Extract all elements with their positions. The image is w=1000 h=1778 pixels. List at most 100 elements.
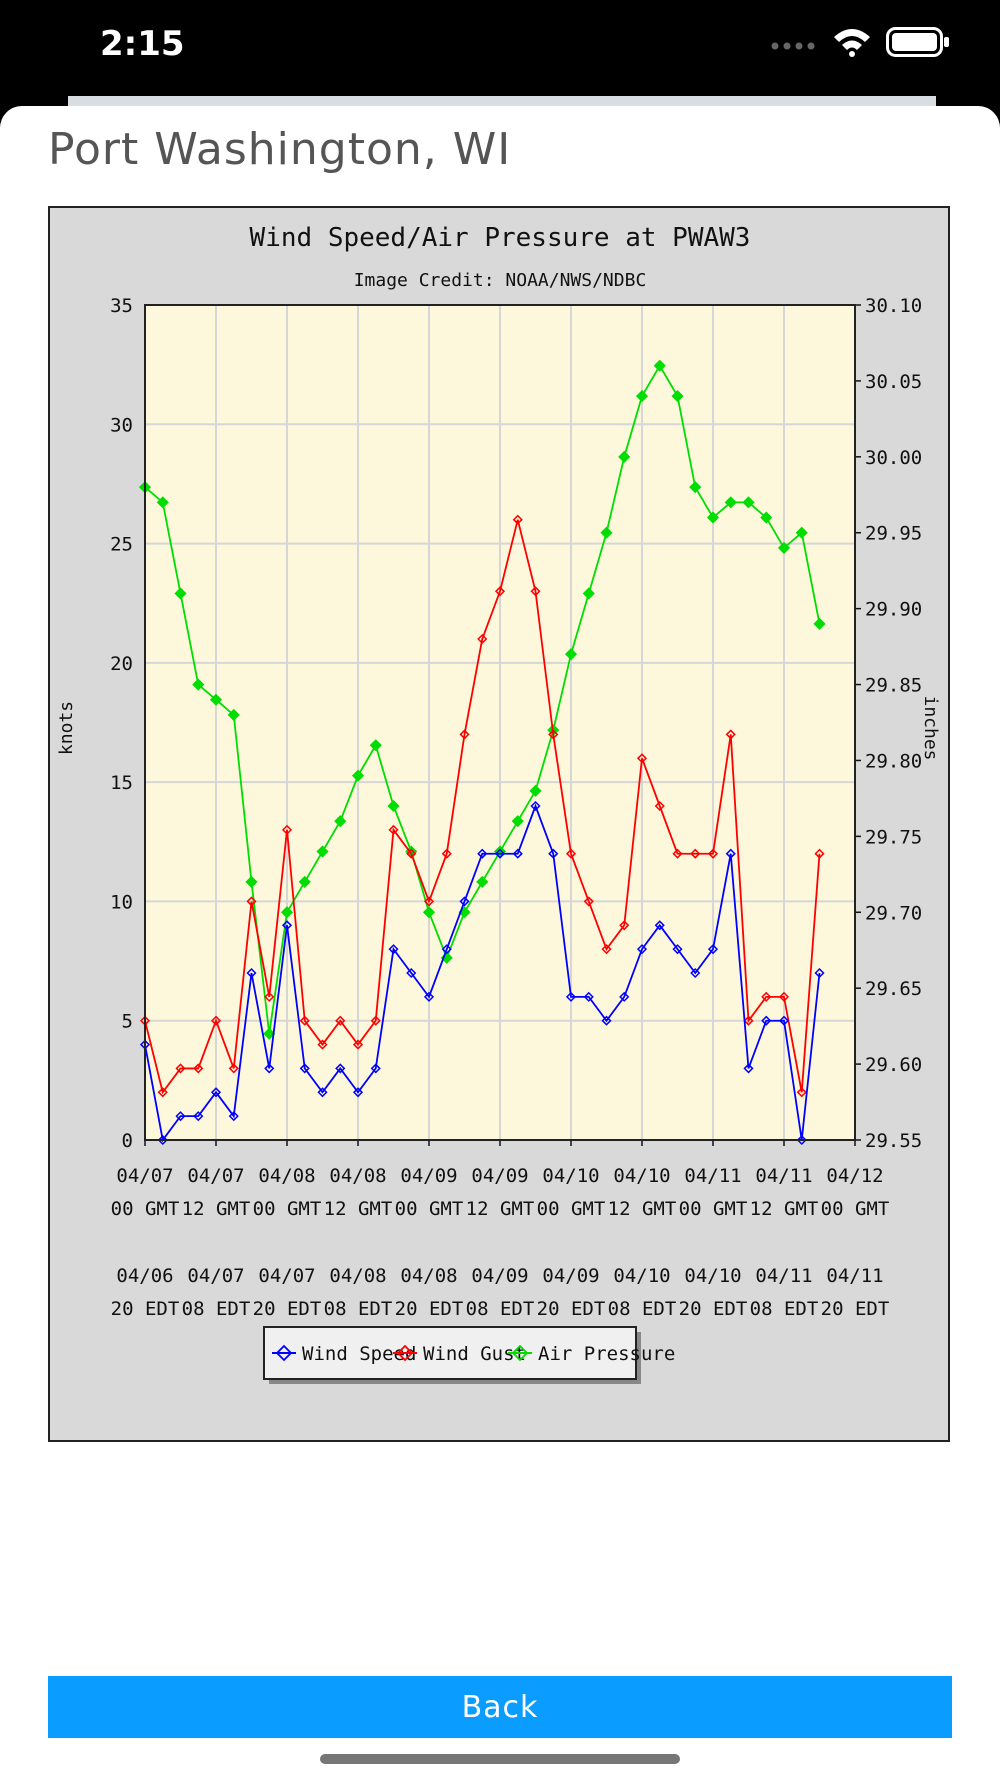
battery-icon (886, 27, 950, 61)
data-point-wind-gust (157, 1087, 168, 1098)
data-point-wind-gust (707, 848, 719, 859)
status-time: 2:15 (100, 24, 185, 64)
status-bar: 2:15 (0, 0, 1000, 100)
x-tick-label-gmt-date: 04/10 (613, 1165, 670, 1187)
data-point-wind-speed (565, 991, 577, 1002)
data-point-wind-gust (796, 1087, 807, 1098)
wifi-icon (832, 27, 872, 61)
chart-subtitle: Image Credit: NOAA/NWS/NDBC (354, 270, 647, 291)
data-point-wind-gust (335, 1015, 346, 1026)
data-point-air-pressure (706, 511, 720, 524)
data-point-wind-gust (548, 729, 559, 740)
chart-frame: Wind Speed/Air Pressure at PWAW3 Image C… (48, 206, 950, 1442)
y-right-tick-label: 29.70 (865, 902, 922, 924)
data-point-air-pressure (192, 678, 205, 691)
x-tick-label-edt-date: 04/06 (116, 1265, 173, 1287)
data-point-wind-speed (423, 991, 435, 1002)
y-axis-right-label: inches (920, 695, 941, 760)
data-point-air-pressure (245, 875, 258, 888)
chart-title: Wind Speed/Air Pressure at PWAW3 (250, 223, 751, 253)
data-point-wind-speed (157, 1134, 168, 1146)
data-point-wind-gust (175, 1063, 186, 1074)
data-point-air-pressure (387, 799, 400, 813)
x-tick-label-gmt-hour: 00 GMT (679, 1198, 748, 1220)
data-point-wind-speed (281, 920, 293, 931)
chart-svg: Wind Speed/Air Pressure at PWAW3 Image C… (56, 223, 941, 1384)
data-point-wind-gust (281, 824, 293, 835)
data-point-wind-gust (565, 848, 577, 859)
x-tick-label-gmt-date: 04/09 (400, 1165, 457, 1187)
data-point-wind-speed (512, 848, 523, 859)
data-point-air-pressure (724, 496, 737, 509)
data-point-wind-speed (725, 848, 736, 859)
data-point-wind-speed (352, 1087, 364, 1098)
data-point-wind-gust (210, 1015, 222, 1026)
legend-label-wind-gust: Wind Gust (423, 1343, 526, 1365)
data-point-wind-gust (441, 848, 452, 859)
x-tick-label-gmt-date: 04/09 (471, 1165, 528, 1187)
data-point-wind-speed (494, 848, 506, 859)
x-tick-label-edt-hour: 20 EDT (395, 1298, 464, 1320)
cellular-signal-icon (770, 35, 818, 54)
legend-swatch-marker-air-pressure (511, 1344, 529, 1362)
data-point-air-pressure (777, 541, 791, 554)
x-tick-label-edt-date: 04/11 (826, 1265, 883, 1287)
x-tick-label-edt-hour: 08 EDT (182, 1298, 251, 1320)
legend-swatch-marker-wind-gust (396, 1344, 414, 1362)
x-tick-label-gmt-date: 04/12 (826, 1165, 883, 1187)
data-point-wind-gust (814, 848, 825, 859)
data-point-air-pressure (511, 815, 524, 828)
data-point-air-pressure (263, 1027, 276, 1040)
y-left-tick-label: 35 (110, 295, 133, 317)
x-tick-label-gmt-hour: 12 GMT (182, 1198, 251, 1220)
data-point-wind-speed (193, 1111, 204, 1122)
data-point-wind-gust (636, 753, 648, 764)
data-point-air-pressure (476, 875, 489, 888)
data-point-wind-gust (778, 991, 790, 1002)
data-point-wind-gust (352, 1039, 364, 1050)
data-point-wind-speed (406, 967, 417, 979)
status-icons (770, 27, 950, 61)
data-point-wind-gust (743, 1015, 754, 1026)
data-point-air-pressure (209, 693, 223, 706)
y-right-tick-label: 29.55 (865, 1130, 922, 1152)
back-button[interactable]: Back (48, 1676, 952, 1738)
x-tick-label-gmt-date: 04/08 (329, 1165, 386, 1187)
x-tick-label-edt-date: 04/08 (400, 1265, 457, 1287)
x-tick-label-gmt-hour: 00 GMT (111, 1198, 180, 1220)
y-left-tick-label: 0 (122, 1130, 133, 1152)
data-point-wind-speed (583, 991, 594, 1002)
chart-legend: Wind Speed Wind Gust Air Pressure (263, 1326, 675, 1384)
data-point-wind-gust (761, 991, 772, 1002)
x-tick-label-edt-date: 04/08 (329, 1265, 386, 1287)
data-point-wind-gust (690, 848, 701, 859)
data-point-wind-gust (477, 633, 488, 645)
data-point-air-pressure (635, 390, 649, 403)
x-tick-label-gmt-date: 04/07 (187, 1165, 244, 1187)
data-point-wind-speed (388, 944, 399, 955)
data-point-air-pressure (760, 511, 773, 524)
legend-label-wind-speed: Wind Speed (302, 1343, 416, 1365)
x-tick-label-edt-date: 04/10 (613, 1265, 670, 1287)
data-point-wind-gust (423, 896, 435, 907)
y-left-tick-label: 30 (110, 414, 133, 436)
x-tick-label-edt-hour: 20 EDT (537, 1298, 606, 1320)
y-right-tick-label: 29.60 (865, 1054, 922, 1076)
data-point-wind-speed (335, 1063, 346, 1074)
data-point-air-pressure (298, 875, 311, 888)
data-point-wind-gust (406, 848, 417, 859)
x-tick-label-edt-hour: 08 EDT (466, 1298, 535, 1320)
detail-sheet: Port Washington, WI Wind Speed/Air Press… (0, 106, 1000, 1778)
data-point-air-pressure (742, 496, 755, 509)
data-point-wind-gust (512, 514, 523, 525)
data-point-wind-speed (743, 1063, 754, 1074)
data-point-wind-gust (601, 944, 612, 955)
x-tick-label-edt-date: 04/09 (542, 1265, 599, 1287)
y-left-tick-label: 25 (110, 534, 133, 556)
data-point-air-pressure (689, 481, 702, 494)
x-tick-label-edt-date: 04/11 (755, 1265, 812, 1287)
data-point-wind-gust (388, 824, 399, 835)
x-tick-label-edt-hour: 20 EDT (111, 1298, 180, 1320)
y-left-tick-label: 5 (122, 1011, 133, 1033)
y-right-tick-label: 30.05 (865, 371, 922, 393)
